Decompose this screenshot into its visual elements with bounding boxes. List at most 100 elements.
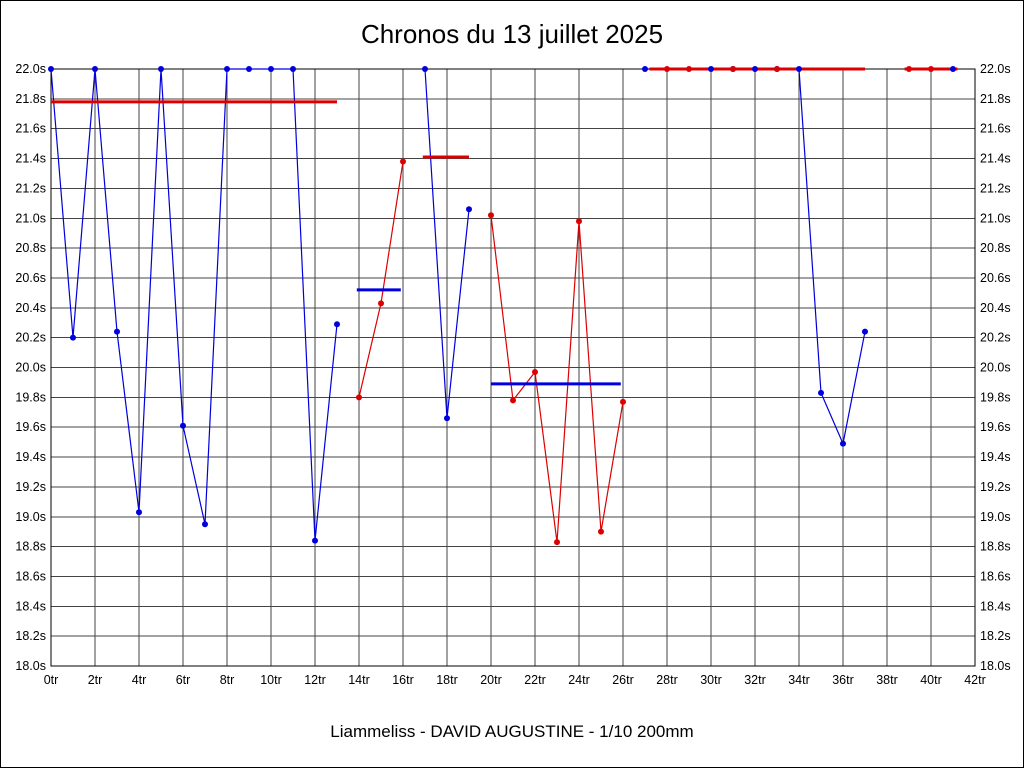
y-tick-label-right: 20.4s xyxy=(980,301,1011,315)
y-tick-label-left: 18.6s xyxy=(15,569,46,583)
data-point-red xyxy=(774,66,780,72)
y-tick-label-left: 18.4s xyxy=(15,599,46,613)
data-point-red xyxy=(532,368,538,375)
y-tick-label-left: 19.8s xyxy=(15,390,46,404)
y-tick-label-right: 18.6s xyxy=(980,569,1011,583)
x-tick-label: 42tr xyxy=(964,673,986,687)
data-point-red xyxy=(554,539,560,546)
data-point-blue xyxy=(224,66,230,72)
x-tick-label: 20tr xyxy=(480,673,502,687)
y-tick-label-left: 18.0s xyxy=(15,659,46,673)
y-tick-label-right: 18.8s xyxy=(980,540,1011,554)
data-point-red xyxy=(730,66,736,72)
data-point-red xyxy=(620,398,626,405)
chart-title: Chronos du 13 juillet 2025 xyxy=(360,19,664,49)
data-point-blue xyxy=(840,440,846,447)
data-point-blue xyxy=(92,66,98,72)
x-tick-label: 26tr xyxy=(612,673,634,687)
y-tick-label-left: 19.4s xyxy=(15,450,46,464)
data-point-blue xyxy=(48,66,54,72)
data-point-blue xyxy=(862,328,868,335)
y-tick-label-right: 20.2s xyxy=(980,331,1011,345)
data-point-blue xyxy=(114,328,120,335)
y-tick-label-right: 19.0s xyxy=(980,510,1011,524)
y-tick-label-right: 21.6s xyxy=(980,122,1011,136)
data-point-blue xyxy=(70,334,76,341)
y-tick-label-left: 20.4s xyxy=(15,301,46,315)
y-tick-label-right: 19.4s xyxy=(980,450,1011,464)
x-tick-label: 4tr xyxy=(132,673,147,687)
y-tick-label-left: 20.8s xyxy=(15,241,46,255)
y-tick-label-left: 19.2s xyxy=(15,480,46,494)
y-tick-label-right: 21.0s xyxy=(980,211,1011,225)
y-tick-label-left: 18.2s xyxy=(15,629,46,643)
series-line-red xyxy=(358,161,404,398)
y-tick-label-left: 20.2s xyxy=(15,331,46,345)
x-tick-label: 30tr xyxy=(700,673,722,687)
data-point-blue xyxy=(422,66,428,72)
x-tick-label: 40tr xyxy=(920,673,942,687)
x-tick-label: 0tr xyxy=(44,673,59,687)
data-point-blue xyxy=(752,66,758,72)
data-point-blue xyxy=(290,66,296,72)
x-tick-label: 8tr xyxy=(220,673,235,687)
x-tick-label: 14tr xyxy=(348,673,370,687)
x-tick-label: 16tr xyxy=(392,673,414,687)
data-point-blue xyxy=(136,509,142,516)
y-tick-label-right: 21.2s xyxy=(980,181,1011,195)
x-tick-label: 28tr xyxy=(656,673,678,687)
plot-border xyxy=(50,68,976,667)
data-point-blue xyxy=(268,66,274,72)
data-point-blue xyxy=(708,66,714,72)
data-point-red xyxy=(378,300,384,307)
data-point-blue xyxy=(818,389,824,396)
data-point-blue xyxy=(642,66,648,72)
y-tick-label-right: 18.4s xyxy=(980,599,1011,613)
data-point-red xyxy=(356,394,362,401)
data-point-blue xyxy=(180,422,186,429)
y-tick-label-left: 19.6s xyxy=(15,420,46,434)
x-tick-label: 6tr xyxy=(176,673,191,687)
y-tick-label-right: 18.0s xyxy=(980,659,1011,673)
data-point-red xyxy=(928,66,934,72)
data-point-blue xyxy=(796,66,802,72)
data-point-red xyxy=(906,66,912,72)
x-tick-label: 2tr xyxy=(88,673,103,687)
x-tick-label: 10tr xyxy=(260,673,282,687)
data-point-red xyxy=(686,66,692,72)
data-point-blue xyxy=(158,66,164,72)
x-tick-label: 32tr xyxy=(744,673,766,687)
x-tick-label: 36tr xyxy=(832,673,854,687)
y-tick-label-right: 19.2s xyxy=(980,480,1011,494)
data-point-blue xyxy=(334,321,340,328)
y-tick-label-left: 20.0s xyxy=(15,361,46,375)
y-tick-label-left: 21.6s xyxy=(15,122,46,136)
x-tick-label: 34tr xyxy=(788,673,810,687)
x-tick-label: 18tr xyxy=(436,673,458,687)
y-tick-label-left: 21.8s xyxy=(15,92,46,106)
chart-footer: Liammeliss - DAVID AUGUSTINE - 1/10 200m… xyxy=(330,722,694,741)
data-point-blue xyxy=(312,537,318,544)
data-point-blue xyxy=(202,521,208,528)
data-point-red xyxy=(510,397,516,404)
data-point-blue xyxy=(466,206,472,213)
y-tick-label-right: 21.4s xyxy=(980,152,1011,166)
y-tick-label-left: 21.2s xyxy=(15,181,46,195)
data-point-blue xyxy=(444,415,450,422)
y-tick-label-right: 20.0s xyxy=(980,361,1011,375)
data-point-red xyxy=(598,528,604,535)
y-tick-label-left: 21.0s xyxy=(15,211,46,225)
data-point-red xyxy=(576,218,582,225)
y-tick-label-left: 19.0s xyxy=(15,510,46,524)
series-line-blue xyxy=(50,68,338,541)
x-tick-label: 24tr xyxy=(568,673,590,687)
x-tick-label: 22tr xyxy=(524,673,546,687)
y-tick-label-left: 21.4s xyxy=(15,152,46,166)
data-point-red xyxy=(400,158,406,165)
data-point-blue xyxy=(950,66,956,72)
x-tick-label: 38tr xyxy=(876,673,898,687)
data-point-blue xyxy=(246,66,252,72)
y-tick-label-right: 18.2s xyxy=(980,629,1011,643)
